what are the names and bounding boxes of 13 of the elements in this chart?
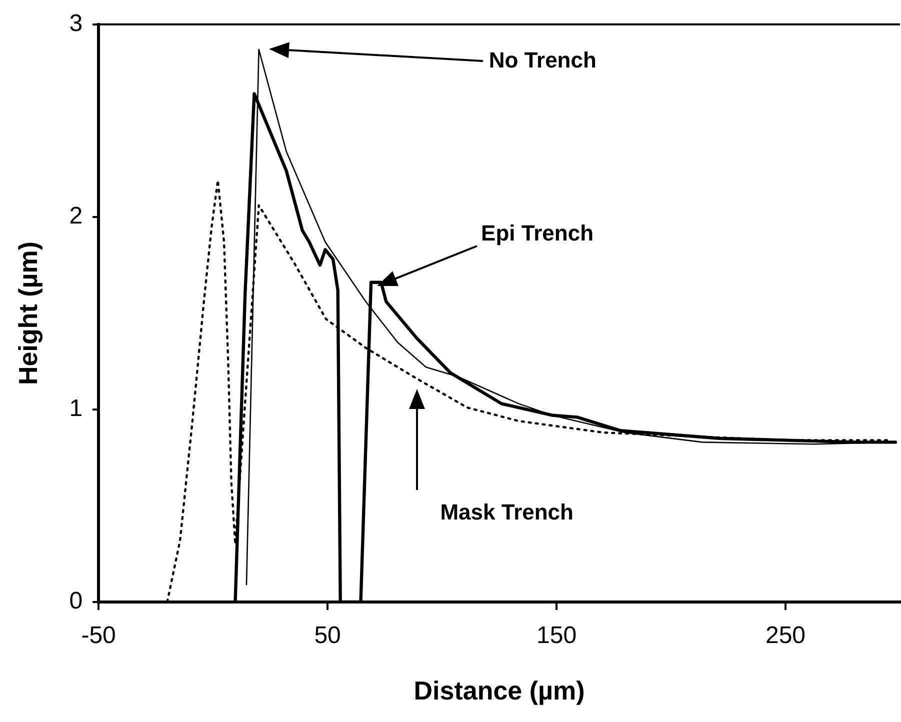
x-tick-label: 150 [536, 622, 577, 650]
x-tick-label: 250 [765, 622, 806, 650]
x-tick-label: 50 [314, 622, 341, 650]
y-axis-title: Height (µm) [12, 241, 43, 385]
x-axis-title: Distance (µm) [414, 676, 585, 706]
y-tick-label: 0 [69, 588, 83, 615]
x-tick-label: -50 [81, 622, 116, 650]
annotation: Mask Trench [440, 500, 574, 525]
annotation: Epi Trench [481, 220, 594, 246]
y-tick-label: 3 [69, 10, 83, 38]
y-tick-label: 2 [69, 202, 83, 230]
annotation: No Trench [488, 47, 596, 72]
y-tick-label: 1 [69, 395, 83, 422]
